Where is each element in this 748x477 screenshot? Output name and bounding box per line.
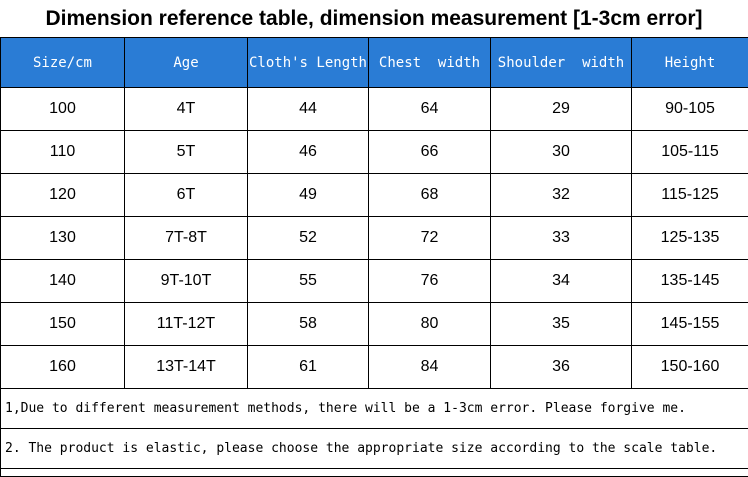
table-cell: 52 [248, 217, 369, 260]
table-cell: 58 [248, 303, 369, 346]
table-cell: 130 [1, 217, 125, 260]
note-row: 1,Due to different measurement methods, … [1, 389, 748, 429]
note-text-2: 2. The product is elastic, please choose… [1, 429, 748, 469]
table-cell: 30 [491, 131, 632, 174]
table-cell: 11T-12T [125, 303, 248, 346]
table-cell: 44 [248, 88, 369, 131]
table-cell: 84 [369, 346, 491, 389]
note-row: 2. The product is elastic, please choose… [1, 429, 748, 469]
size-table: Size/cm Age Cloth's Length Chest width S… [0, 37, 748, 477]
table-cell: 120 [1, 174, 125, 217]
table-cell: 55 [248, 260, 369, 303]
table-cell: 160 [1, 346, 125, 389]
table-cell: 72 [369, 217, 491, 260]
table-cell: 66 [369, 131, 491, 174]
column-header-height: Height [632, 38, 748, 88]
table-cell: 90-105 [632, 88, 748, 131]
table-cell: 140 [1, 260, 125, 303]
bottom-empty-row [1, 469, 748, 477]
table-cell: 125-135 [632, 217, 748, 260]
column-header-shoulder-width: Shoulder width [491, 38, 632, 88]
column-header-cloth-length: Cloth's Length [248, 38, 369, 88]
table-cell: 61 [248, 346, 369, 389]
table-cell: 33 [491, 217, 632, 260]
bottom-empty-cell [1, 469, 748, 477]
table-cell: 80 [369, 303, 491, 346]
table-cell: 6T [125, 174, 248, 217]
table-cell: 9T-10T [125, 260, 248, 303]
table-cell: 35 [491, 303, 632, 346]
table-cell: 145-155 [632, 303, 748, 346]
table-cell: 34 [491, 260, 632, 303]
table-cell: 5T [125, 131, 248, 174]
note-text-1: 1,Due to different measurement methods, … [1, 389, 748, 429]
table-cell: 36 [491, 346, 632, 389]
table-cell: 68 [369, 174, 491, 217]
page-title: Dimension reference table, dimension mea… [0, 0, 748, 37]
table-cell: 110 [1, 131, 125, 174]
table-cell: 32 [491, 174, 632, 217]
table-cell: 76 [369, 260, 491, 303]
table-cell: 49 [248, 174, 369, 217]
table-cell: 29 [491, 88, 632, 131]
table-cell: 4T [125, 88, 248, 131]
table-cell: 64 [369, 88, 491, 131]
table-cell: 7T-8T [125, 217, 248, 260]
column-header-chest-width: Chest width [369, 38, 491, 88]
column-header-size: Size/cm [1, 38, 125, 88]
table-cell: 100 [1, 88, 125, 131]
table-cell: 135-145 [632, 260, 748, 303]
table-header-row: Size/cm Age Cloth's Length Chest width S… [1, 38, 748, 88]
table-cell: 105-115 [632, 131, 748, 174]
table-cell: 46 [248, 131, 369, 174]
table-cell: 150 [1, 303, 125, 346]
table-cell: 13T-14T [125, 346, 248, 389]
column-header-age: Age [125, 38, 248, 88]
table-cell: 150-160 [632, 346, 748, 389]
table-cell: 115-125 [632, 174, 748, 217]
